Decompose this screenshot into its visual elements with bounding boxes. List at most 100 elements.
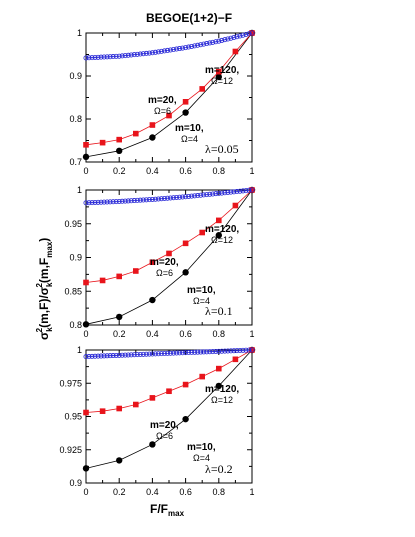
data-point bbox=[215, 73, 222, 81]
data-point bbox=[182, 109, 189, 116]
lambda-label: λ=0.1 bbox=[205, 304, 233, 318]
x-tick-label: 0.2 bbox=[113, 329, 126, 339]
data-point bbox=[83, 200, 89, 206]
series-m10 bbox=[82, 346, 256, 472]
data-point bbox=[237, 33, 243, 39]
data-point bbox=[182, 240, 189, 247]
data-point bbox=[158, 196, 164, 202]
data-point bbox=[183, 350, 189, 356]
data-point bbox=[216, 217, 222, 224]
y-label-sub-k-2: k bbox=[45, 282, 54, 287]
data-point bbox=[110, 54, 116, 60]
figure-title: BEGOE(1+2)−F bbox=[146, 11, 232, 25]
data-point bbox=[232, 202, 239, 209]
series-label-m20: m=20, bbox=[150, 420, 179, 431]
data-point bbox=[195, 349, 201, 355]
data-point bbox=[116, 457, 123, 464]
data-point bbox=[186, 193, 192, 199]
data-point bbox=[140, 51, 146, 57]
data-point bbox=[234, 189, 240, 195]
data-point bbox=[249, 187, 255, 193]
data-point bbox=[177, 350, 183, 356]
data-point bbox=[231, 348, 237, 354]
y-tick-label: 0.95 bbox=[64, 412, 82, 422]
series-line bbox=[85, 32, 253, 158]
data-point bbox=[183, 194, 189, 200]
data-point bbox=[149, 441, 156, 448]
data-point bbox=[216, 190, 222, 196]
data-point bbox=[246, 347, 252, 353]
data-point bbox=[122, 198, 128, 204]
data-point bbox=[110, 199, 116, 205]
data-point bbox=[149, 134, 156, 141]
data-point bbox=[180, 45, 186, 51]
data-point bbox=[186, 44, 192, 50]
data-point bbox=[182, 381, 189, 388]
y-label-sup-2: 2 bbox=[35, 327, 44, 332]
x-tick-label: 0.6 bbox=[179, 166, 192, 176]
data-point bbox=[228, 348, 234, 354]
data-point bbox=[207, 40, 213, 46]
data-point bbox=[128, 198, 134, 204]
data-point bbox=[195, 42, 201, 48]
data-point bbox=[237, 188, 243, 194]
data-point bbox=[158, 48, 164, 54]
data-point bbox=[101, 353, 107, 359]
data-point bbox=[213, 191, 219, 197]
data-point bbox=[89, 200, 95, 206]
data-point bbox=[210, 191, 216, 197]
data-point bbox=[116, 198, 122, 204]
data-point bbox=[137, 197, 143, 203]
data-point bbox=[219, 348, 225, 354]
data-point bbox=[146, 50, 152, 56]
data-point bbox=[182, 269, 189, 276]
series-label-m10: m=10, bbox=[187, 442, 216, 453]
series-label-m10: m=10, bbox=[175, 123, 204, 134]
data-point bbox=[152, 196, 158, 202]
data-point bbox=[164, 47, 170, 53]
data-point bbox=[168, 195, 174, 201]
y-label-mid: (m,F)/ bbox=[37, 295, 51, 328]
y-label-end: (m,F bbox=[37, 258, 51, 283]
y-label-sub-max: max bbox=[45, 241, 54, 258]
data-point bbox=[113, 352, 119, 358]
data-point bbox=[116, 53, 122, 59]
panel-3: 0.9 0.925 0.95 0.975 1 0 0.2 0.4 0.6 0.8 1 m=10,Ω=4… bbox=[59, 345, 256, 497]
data-point bbox=[83, 409, 89, 416]
y-label-close: ) bbox=[37, 238, 51, 242]
series-m20 bbox=[83, 30, 255, 148]
data-point bbox=[113, 53, 119, 59]
y-label-sigma-2: σ bbox=[37, 287, 51, 295]
data-point bbox=[131, 198, 137, 204]
data-point bbox=[192, 349, 198, 355]
data-point bbox=[116, 313, 123, 321]
series-line bbox=[85, 349, 253, 358]
data-point bbox=[207, 349, 213, 355]
lambda-label: λ=0.2 bbox=[205, 462, 233, 476]
y-tick-label: 0.9 bbox=[69, 253, 82, 263]
data-point bbox=[240, 188, 246, 194]
data-point bbox=[83, 354, 89, 360]
panels: 0.70.80.910 0.2 0.4 0.6 0.8 1m=10,Ω=4m=20,Ω=6… bbox=[59, 28, 256, 497]
data-point bbox=[98, 54, 104, 60]
data-point bbox=[149, 296, 156, 304]
data-point bbox=[180, 194, 186, 200]
data-point bbox=[99, 408, 106, 414]
data-point bbox=[143, 197, 149, 203]
data-point bbox=[216, 38, 222, 44]
data-point bbox=[104, 54, 110, 60]
data-point bbox=[107, 54, 113, 60]
x-axis-label: F/Fmax bbox=[150, 502, 185, 518]
data-point bbox=[125, 52, 131, 58]
data-point bbox=[204, 192, 210, 198]
y-tick-label: 0.8 bbox=[69, 114, 82, 124]
data-point bbox=[215, 382, 222, 390]
data-point bbox=[198, 42, 204, 48]
x-tick-label: 0 bbox=[83, 166, 88, 176]
data-point bbox=[152, 351, 158, 357]
y-tick-label: 1 bbox=[77, 185, 82, 195]
data-point bbox=[216, 68, 222, 75]
data-point bbox=[213, 348, 219, 354]
data-point bbox=[122, 352, 128, 358]
data-point bbox=[101, 54, 107, 60]
